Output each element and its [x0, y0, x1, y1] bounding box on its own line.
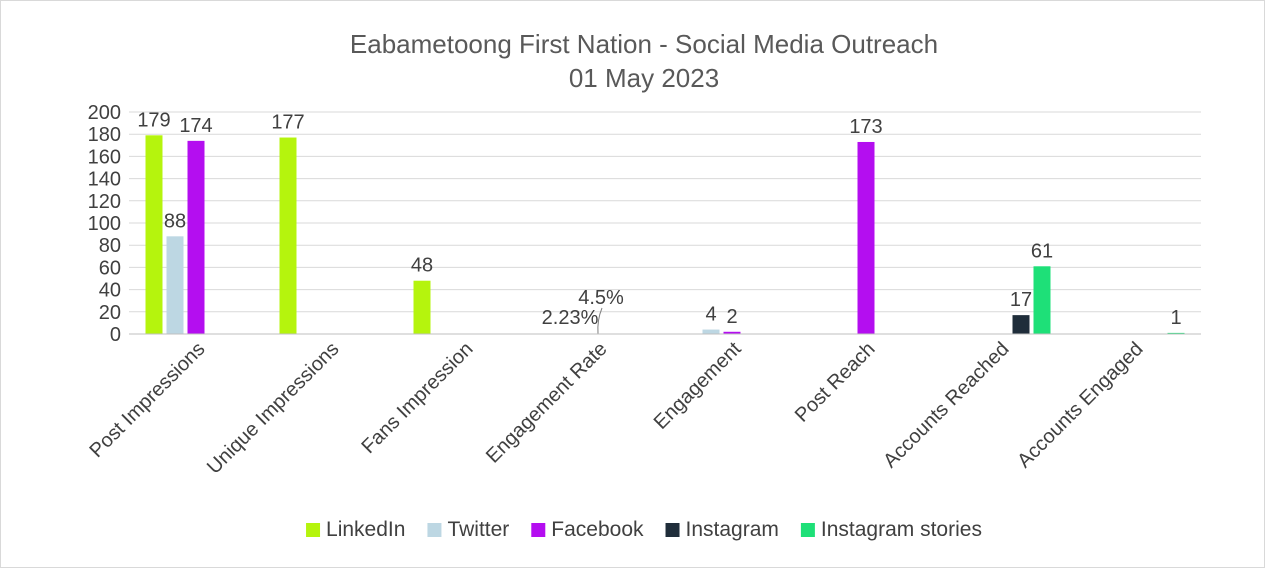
data-label-linkedin: 179	[137, 109, 170, 131]
category-label-engagement-rate: Engagement Rate	[482, 338, 612, 468]
annotations: 2.23%4.5%	[542, 287, 624, 335]
y-tick-label: 20	[99, 302, 121, 324]
legend-label: Facebook	[551, 518, 644, 541]
category-label-post-impressions: Post Impressions	[86, 338, 210, 462]
legend-item-instagram: Instagram	[665, 518, 779, 541]
legend-item-instagram-stories: Instagram stories	[800, 518, 982, 541]
annotation-leader-line	[597, 307, 603, 335]
category-label-fans-impression: Fans Impression	[357, 338, 477, 458]
annotation-label: 2.23%	[542, 307, 599, 329]
data-labels: 179 177 48 88 4 174 2 173 17 61 1	[137, 109, 1181, 329]
data-label-instagram-stories: 1	[1170, 307, 1181, 329]
bar-linkedin-unique-impressions	[279, 137, 297, 334]
bar-twitter-post-impressions	[166, 236, 184, 334]
gridlines	[129, 111, 1201, 335]
legend: LinkedIn Twitter Facebook Instagram Instagra…	[306, 518, 982, 541]
data-label-facebook: 173	[849, 116, 882, 138]
chart-title: Eabametoong First Nation - Social Media …	[350, 29, 938, 59]
y-tick-label: 200	[88, 102, 121, 124]
category-label-unique-impressions: Unique Impressions	[203, 338, 344, 479]
category-label-accounts-engaged: Accounts Engaged	[1013, 338, 1147, 472]
bar-linkedin-fans-impression	[413, 280, 431, 334]
bar-instagram-accounts-reached	[1012, 315, 1030, 334]
data-label-linkedin: 177	[271, 112, 304, 134]
bar-facebook-engagement	[723, 331, 741, 334]
category-label-post-reach: Post Reach	[791, 338, 880, 427]
y-tick-label: 60	[99, 257, 121, 279]
y-tick-label: 180	[88, 124, 121, 146]
legend-swatch	[800, 523, 815, 537]
legend-swatch	[427, 523, 442, 537]
legend-swatch	[665, 523, 680, 537]
y-tick-label: 160	[88, 146, 121, 168]
bar-twitter-engagement	[702, 329, 720, 334]
bar-instagram-stories-accounts-engaged	[1167, 332, 1185, 334]
category-label-accounts-reached: Accounts Reached	[879, 338, 1013, 472]
data-label-twitter: 4	[705, 304, 716, 326]
annotation-label: 4.5%	[578, 287, 624, 309]
legend-label: LinkedIn	[326, 518, 405, 541]
legend-label: Instagram	[686, 518, 779, 541]
legend-swatch	[306, 523, 321, 537]
y-tick-label: 120	[88, 191, 121, 213]
data-label-instagram: 17	[1010, 289, 1032, 311]
data-label-linkedin: 48	[411, 255, 433, 277]
legend-item-twitter: Twitter	[427, 518, 509, 541]
y-tick-label: 140	[88, 169, 121, 191]
legend-label: Twitter	[447, 518, 509, 541]
bars	[145, 135, 1185, 334]
bar-facebook-post-reach	[857, 141, 875, 334]
bar-linkedin-post-impressions	[145, 135, 163, 334]
y-tick-label: 40	[99, 280, 121, 302]
legend-label: Instagram stories	[821, 518, 982, 541]
y-tick-label: 80	[99, 235, 121, 257]
category-label-engagement: Engagement	[650, 338, 746, 434]
bar-instagram-stories-accounts-reached	[1033, 266, 1051, 334]
legend-swatch	[531, 523, 546, 537]
chart-subtitle: 01 May 2023	[569, 63, 719, 93]
bar-facebook-post-impressions	[187, 140, 205, 334]
y-tick-label: 100	[88, 213, 121, 235]
y-tick-label: 0	[110, 324, 121, 346]
data-label-facebook: 2	[726, 306, 737, 328]
legend-item-facebook: Facebook	[531, 518, 644, 541]
data-label-instagram-stories: 61	[1031, 240, 1053, 262]
data-label-facebook: 174	[179, 115, 212, 137]
legend-item-linkedin: LinkedIn	[306, 518, 405, 541]
data-label-twitter: 88	[164, 210, 186, 232]
